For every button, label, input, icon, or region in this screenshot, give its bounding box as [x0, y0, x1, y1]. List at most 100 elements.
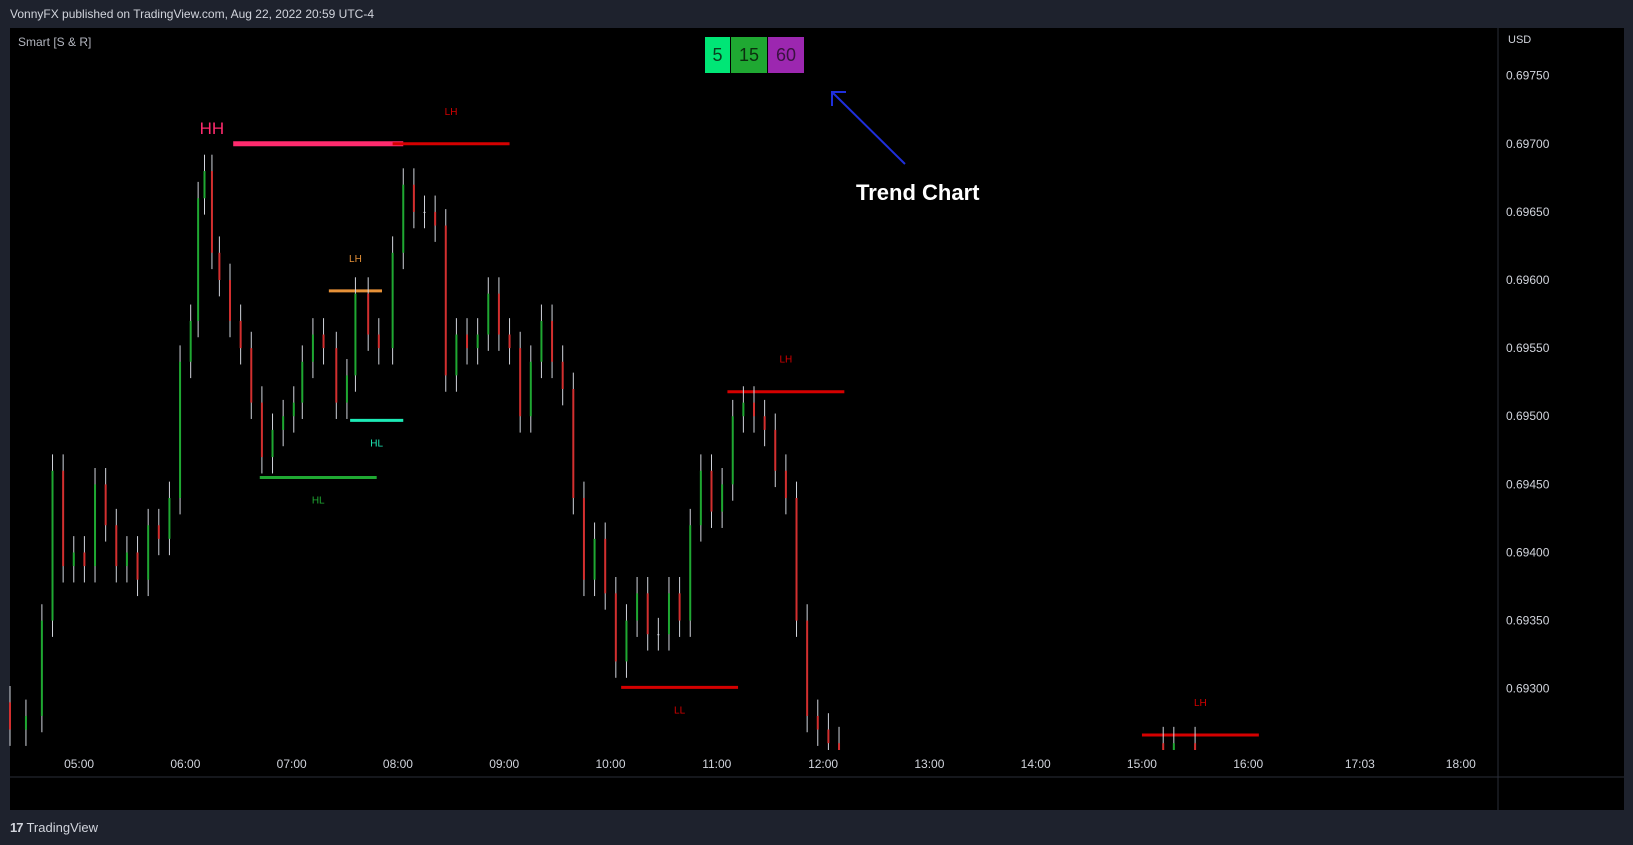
- candle-body: [9, 702, 11, 730]
- candle: [795, 481, 798, 637]
- time-tick-label: 06:00: [170, 757, 200, 771]
- time-tick-label: 10:00: [595, 757, 625, 771]
- candle-body: [551, 320, 554, 362]
- candle: [301, 345, 304, 419]
- candle: [24, 699, 27, 746]
- candle: [367, 277, 370, 351]
- candle-body: [301, 361, 304, 403]
- candle-body: [423, 211, 426, 213]
- price-axis[interactable]: 0.69750 0.69700 0.69650 0.69600 0.69550 0.695…: [1506, 69, 1550, 696]
- candle-body: [322, 334, 325, 349]
- candle: [466, 318, 469, 365]
- candle-body: [115, 525, 118, 567]
- candle-body: [838, 743, 841, 750]
- candle: [721, 468, 724, 528]
- arrow-shaft: [831, 91, 906, 165]
- candle-body: [179, 361, 182, 498]
- publisher-text: VonnyFX published on TradingView.com, Au…: [10, 7, 375, 21]
- candle-body: [604, 538, 607, 594]
- level-label: HH: [200, 119, 225, 138]
- candle-body: [260, 402, 263, 458]
- candle-body: [136, 552, 139, 580]
- candle: [710, 454, 713, 528]
- candle: [218, 236, 221, 297]
- candle: [197, 181, 200, 338]
- candle-body: [795, 497, 798, 621]
- candle-body: [229, 280, 232, 321]
- candle: [689, 508, 692, 637]
- candle-body: [377, 334, 380, 349]
- candle: [444, 209, 447, 392]
- candle-body: [125, 552, 128, 567]
- price-tick-label: 0.69300: [1506, 682, 1550, 696]
- candle: [614, 576, 617, 678]
- candle-body: [24, 715, 27, 730]
- time-tick-label: 11:00: [702, 757, 731, 771]
- candle-body: [83, 552, 86, 567]
- candle: [210, 154, 213, 270]
- candle-body: [721, 484, 724, 512]
- indicator-name[interactable]: Smart [S & R]: [18, 35, 92, 49]
- candle-body: [667, 593, 670, 635]
- candle: [784, 454, 787, 515]
- price-tick-label: 0.69400: [1506, 545, 1550, 559]
- structure-level: HL: [259, 476, 377, 507]
- candle: [742, 386, 745, 433]
- candle: [551, 304, 554, 379]
- candle: [62, 454, 65, 583]
- price-tick-label: 0.69750: [1506, 69, 1550, 83]
- level-label: LH: [779, 355, 792, 366]
- footer-brand[interactable]: TradingView: [26, 820, 99, 835]
- candle-body: [354, 293, 357, 376]
- candle: [827, 713, 830, 750]
- candle-body: [412, 184, 415, 212]
- candle-body: [391, 252, 394, 349]
- candle-body: [1162, 743, 1165, 750]
- candle: [377, 318, 380, 365]
- candle-body: [827, 729, 830, 744]
- candle-body: [625, 620, 628, 662]
- candle-body: [487, 293, 490, 335]
- candle-body: [189, 320, 192, 362]
- candle: [763, 399, 766, 447]
- candle: [203, 154, 206, 215]
- time-tick-label: 05:00: [64, 757, 94, 771]
- candle-body: [197, 198, 200, 321]
- level-label: LH: [1194, 698, 1207, 709]
- candle-body: [444, 225, 447, 376]
- candle: [508, 318, 511, 365]
- candle: [774, 413, 777, 488]
- chart-area[interactable]: [10, 28, 1624, 810]
- candle: [72, 536, 75, 583]
- candle-body: [582, 497, 585, 580]
- candle: [391, 236, 394, 365]
- candle-body: [540, 320, 543, 362]
- candle: [9, 685, 11, 746]
- candle: [322, 318, 325, 365]
- candle-body: [572, 389, 575, 498]
- candle: [1172, 726, 1175, 750]
- candle-body: [210, 171, 213, 253]
- candle-body: [157, 525, 160, 539]
- candle: [402, 168, 405, 270]
- candle: [83, 536, 86, 583]
- candle-body: [335, 348, 338, 403]
- candle: [239, 304, 242, 365]
- time-axis[interactable]: 05:00 06:00 07:00 08:00 09:00 10:00 11:00 12:00…: [64, 757, 1476, 771]
- candle: [250, 331, 253, 419]
- candle: [625, 604, 628, 678]
- time-tick-label: 17:03: [1345, 757, 1375, 771]
- structure-level: HH: [200, 119, 404, 147]
- time-tick-label: 15:00: [1127, 757, 1157, 771]
- candle-body: [168, 497, 171, 539]
- candle-body: [455, 334, 458, 376]
- trend-box-15: 15: [731, 37, 767, 73]
- candle: [582, 481, 585, 597]
- candle-body: [763, 416, 766, 430]
- candle-body: [250, 348, 253, 403]
- candle: [678, 576, 681, 637]
- time-tick-label: 16:00: [1233, 757, 1263, 771]
- price-tick-label: 0.69600: [1506, 273, 1550, 287]
- candle: [1194, 726, 1197, 750]
